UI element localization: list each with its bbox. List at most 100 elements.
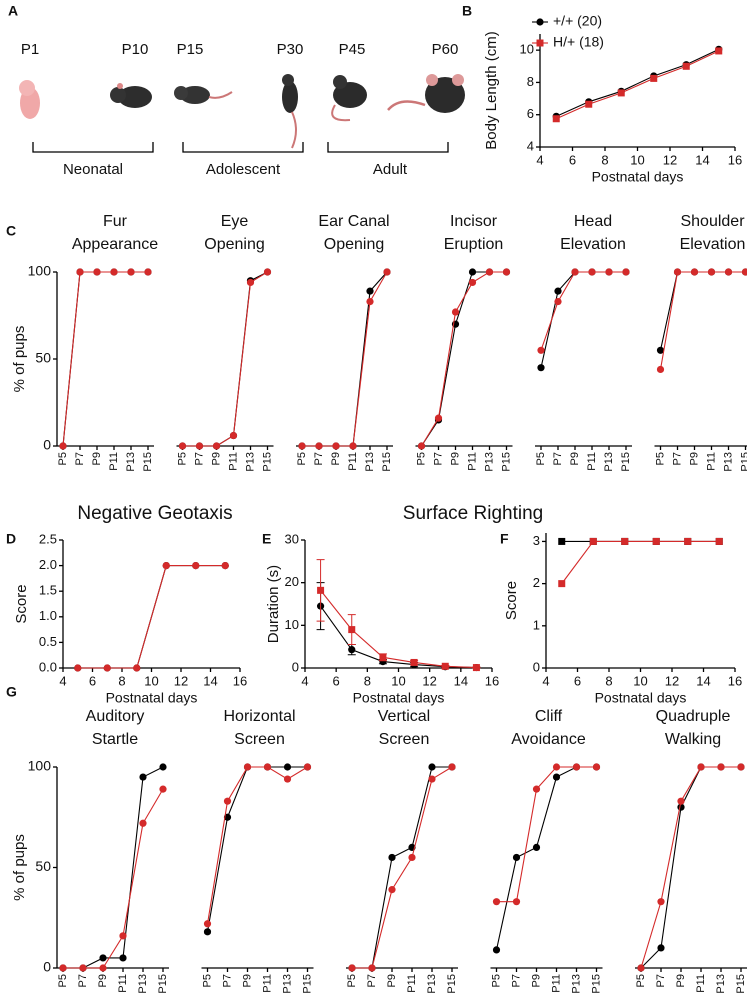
chart-title: Eruption xyxy=(444,236,504,253)
marker xyxy=(139,819,147,827)
x-tick-label: P15 xyxy=(500,452,512,472)
marker xyxy=(366,287,374,295)
chart-title: Walking xyxy=(665,731,721,748)
marker xyxy=(468,268,477,276)
x-tick-label: P5 xyxy=(201,974,213,987)
marker xyxy=(110,268,118,276)
legend-marker xyxy=(536,18,544,26)
x-tick-label: 10 xyxy=(144,673,158,688)
marker xyxy=(408,853,416,862)
x-tick-label: 14 xyxy=(454,673,468,688)
x-tick-label: P5 xyxy=(57,452,69,465)
series-line xyxy=(182,271,268,447)
x-tick-label: P15 xyxy=(590,974,602,994)
x-tick-label: P7 xyxy=(74,452,86,465)
marker xyxy=(657,898,665,906)
x-tick-label: P9 xyxy=(241,974,253,987)
series-line xyxy=(206,766,308,924)
marker xyxy=(366,297,374,306)
x-tick-label: 16 xyxy=(233,673,247,688)
x-tick-label: P15 xyxy=(739,452,747,472)
age-label: P1 xyxy=(21,41,39,58)
marker xyxy=(388,853,396,862)
x-tick-label: P11 xyxy=(705,452,717,471)
x-tick-label: P7 xyxy=(366,974,378,987)
marker xyxy=(537,346,545,354)
marker xyxy=(349,442,357,450)
marker xyxy=(737,763,745,771)
marker xyxy=(133,664,141,672)
x-tick-label: 12 xyxy=(665,673,679,688)
marker xyxy=(203,928,212,936)
y-tick-label: 20 xyxy=(285,574,299,589)
marker xyxy=(388,886,396,894)
marker xyxy=(303,763,312,771)
series-line xyxy=(421,271,507,447)
marker xyxy=(468,278,477,287)
panel-label: A xyxy=(8,3,18,19)
marker xyxy=(192,562,200,570)
marker xyxy=(119,954,127,962)
y-tick-label: 2 xyxy=(533,575,540,590)
y-axis-label: Duration (s) xyxy=(265,565,282,643)
series-line xyxy=(77,565,226,669)
x-tick-label: P7 xyxy=(655,974,667,987)
x-tick-label: P7 xyxy=(671,452,683,465)
marker xyxy=(315,442,323,450)
marker xyxy=(410,658,418,666)
y-tick-label: 30 xyxy=(285,531,299,546)
x-tick-label: 8 xyxy=(601,152,608,167)
panel-label: C xyxy=(6,223,16,239)
marker xyxy=(99,954,107,962)
x-tick-label: P13 xyxy=(125,452,137,472)
series-line xyxy=(556,50,719,120)
stage-label: Adolescent xyxy=(206,161,281,178)
marker xyxy=(127,268,135,276)
x-tick-label: P9 xyxy=(210,452,222,465)
y-tick-label: 50 xyxy=(35,858,51,874)
y-tick-label: 1.5 xyxy=(39,583,57,598)
y-tick-label: 50 xyxy=(35,350,51,366)
x-tick-label: P5 xyxy=(535,452,547,465)
marker xyxy=(715,47,723,55)
marker xyxy=(512,898,521,906)
x-tick-label: P9 xyxy=(675,974,687,987)
marker xyxy=(159,763,167,771)
x-tick-label: 4 xyxy=(301,673,308,688)
marker xyxy=(652,537,660,545)
chart-title: Shoulder xyxy=(680,213,745,230)
x-tick-label: 6 xyxy=(569,152,576,167)
marker xyxy=(74,664,82,672)
chart-title: Ear Canal xyxy=(318,213,389,230)
chart-title: Vertical xyxy=(378,708,430,725)
group-title: Negative Geotaxis xyxy=(77,503,232,524)
marker xyxy=(741,268,747,276)
age-label: P15 xyxy=(177,41,204,58)
y-tick-label: 4 xyxy=(527,138,534,153)
series-line xyxy=(62,271,148,447)
x-tick-label: P11 xyxy=(261,974,273,993)
series-line xyxy=(561,540,720,584)
series-line xyxy=(182,271,268,447)
x-tick-label: P15 xyxy=(446,974,458,994)
y-tick-label: 0 xyxy=(533,659,540,674)
marker xyxy=(263,268,272,276)
x-tick-label: 12 xyxy=(422,673,436,688)
x-tick-label: 16 xyxy=(728,152,742,167)
marker xyxy=(697,763,705,771)
x-tick-label: P13 xyxy=(722,452,734,472)
y-tick-label: 0.0 xyxy=(39,659,57,674)
marker xyxy=(162,562,170,570)
x-tick-label: 8 xyxy=(364,673,371,688)
x-tick-label: P5 xyxy=(346,974,358,987)
marker xyxy=(690,268,699,276)
marker xyxy=(673,268,682,276)
chart-title: Screen xyxy=(234,731,285,748)
x-tick-label: P15 xyxy=(620,452,632,472)
marker xyxy=(589,537,597,545)
mouse-illustrations xyxy=(19,74,465,149)
y-tick-label: 10 xyxy=(285,617,299,632)
marker xyxy=(717,763,725,771)
x-tick-label: 4 xyxy=(536,152,543,167)
